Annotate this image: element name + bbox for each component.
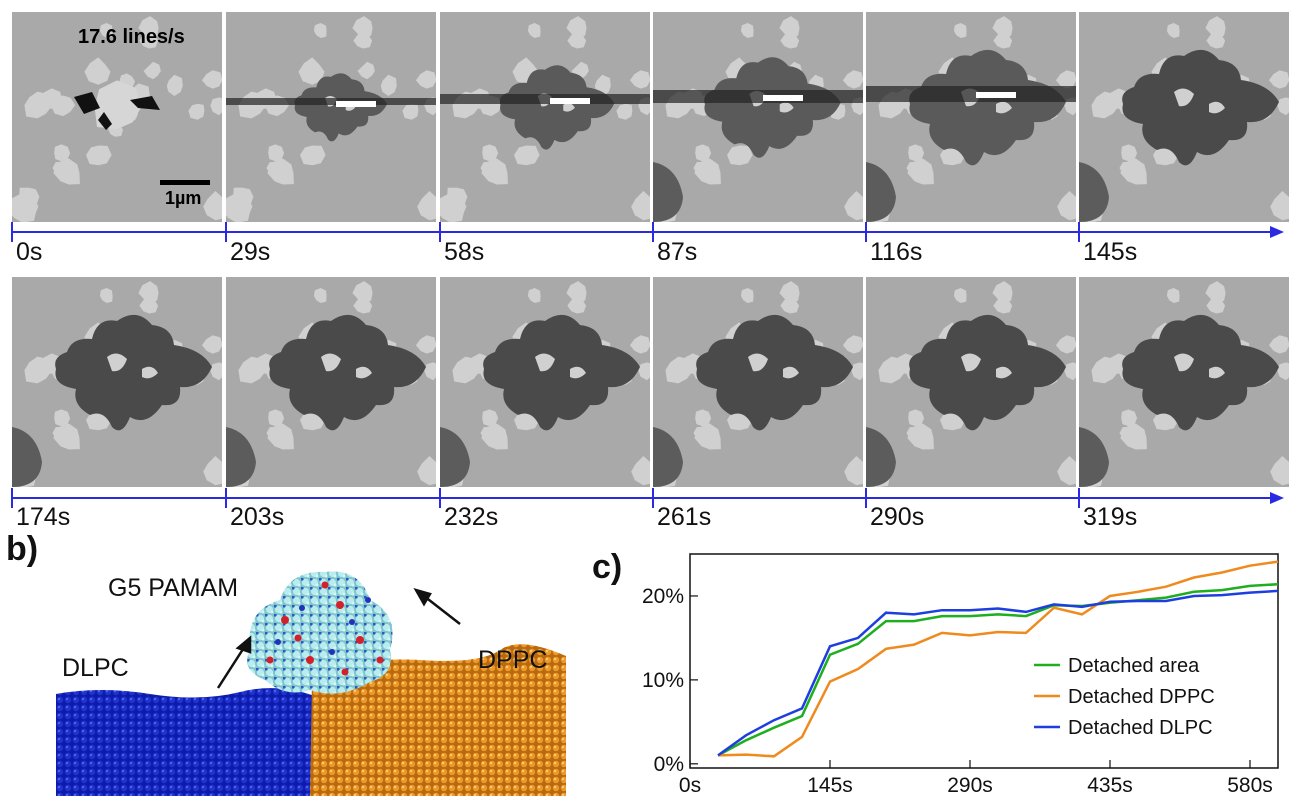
dlpc-membrane [56,688,322,796]
y-tick-label: 20% [642,585,684,608]
time-axis-row-1 [11,222,1284,242]
time-label: 174s [16,503,71,531]
time-label: 116s [870,238,923,266]
afm-frame [653,277,863,487]
series-line-detached-area [717,582,1279,757]
time-label: 290s [870,503,925,531]
time-axis-row-2 [11,488,1284,508]
time-label: 145s [1083,238,1138,266]
series-line-detached-dppc [717,560,1279,758]
x-tick-label: 435s [1087,774,1133,796]
time-label: 87s [657,238,698,266]
time-label: 232s [444,503,499,531]
afm-frame [866,12,1076,222]
panel-b-label: b) [6,530,39,568]
scale-bar [160,180,210,185]
afm-frame [440,12,650,222]
dlpc-label: DLPC [62,654,129,682]
y-tick-label: 10% [642,669,684,692]
dppc-membrane [310,644,566,796]
afm-frame [1079,277,1289,487]
scan-speed-label: 17.6 lines/s [78,26,185,48]
afm-frame [866,277,1076,487]
time-label: 29s [230,238,271,266]
time-label: 58s [444,238,485,266]
x-tick-label: 290s [947,774,993,796]
afm-frame [226,12,436,222]
dppc-label: DPPC [478,646,548,674]
x-tick-label: 0s [679,774,701,796]
legend-entry: Detached DPPC [1068,686,1215,708]
panel-c-label: c) [592,548,623,586]
afm-frame [12,277,222,487]
legend-entry: Detached area [1068,655,1200,677]
x-tick-label: 145s [807,774,853,796]
legend-entry: Detached DLPC [1068,717,1213,739]
afm-frame [653,12,863,222]
y-tick-label: 0% [654,753,684,776]
afm-frame [1079,12,1289,222]
time-label: 0s [16,238,43,266]
time-label: 319s [1083,503,1138,531]
plot-frame [689,553,1279,769]
afm-frame [12,12,222,222]
series-line-detached-dlpc [717,589,1279,757]
time-label: 203s [230,503,285,531]
molecular-simulation-render [56,571,566,796]
afm-frame [226,277,436,487]
dendrimer-molecule [247,571,393,694]
dendrimer-label: G5 PAMAM [108,574,239,602]
detachment-line-chart: 0% 10% 20% 0s 145s 290s 435s 580s Detached are… [642,553,1279,796]
time-label: 261s [657,503,712,531]
x-tick-label: 580s [1227,774,1273,796]
afm-frame [440,277,650,487]
scale-bar-label: 1µm [165,188,202,208]
